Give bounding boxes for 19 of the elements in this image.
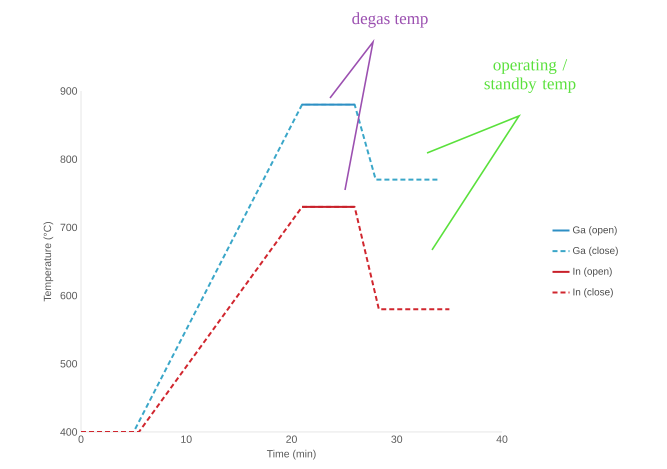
legend-label: In (open): [573, 267, 612, 277]
x-axis-title: Time (min): [266, 450, 316, 460]
y-tick-label: 900: [60, 87, 78, 95]
annotation: operating / standby temp: [484, 59, 576, 93]
y-tick-label: 800: [60, 155, 78, 163]
x-tick-label: 20: [286, 436, 297, 443]
x-tick-label: 10: [181, 436, 192, 443]
x-tick-label: 30: [391, 436, 402, 443]
y-tick-label: 400: [60, 428, 78, 436]
y-tick-label: 700: [60, 224, 78, 232]
y-tick-label: 600: [60, 292, 78, 300]
legend-label: In (close): [573, 288, 613, 298]
x-tick-label: 0: [78, 436, 84, 443]
legend-label: Ga (open): [573, 226, 617, 236]
y-tick-label: 500: [60, 360, 78, 368]
text: degas temp: [352, 12, 428, 28]
y-axis-title: Temperature (°C): [43, 222, 54, 302]
x-tick-label: 40: [496, 436, 508, 443]
legend-label: Ga (close): [573, 246, 618, 256]
